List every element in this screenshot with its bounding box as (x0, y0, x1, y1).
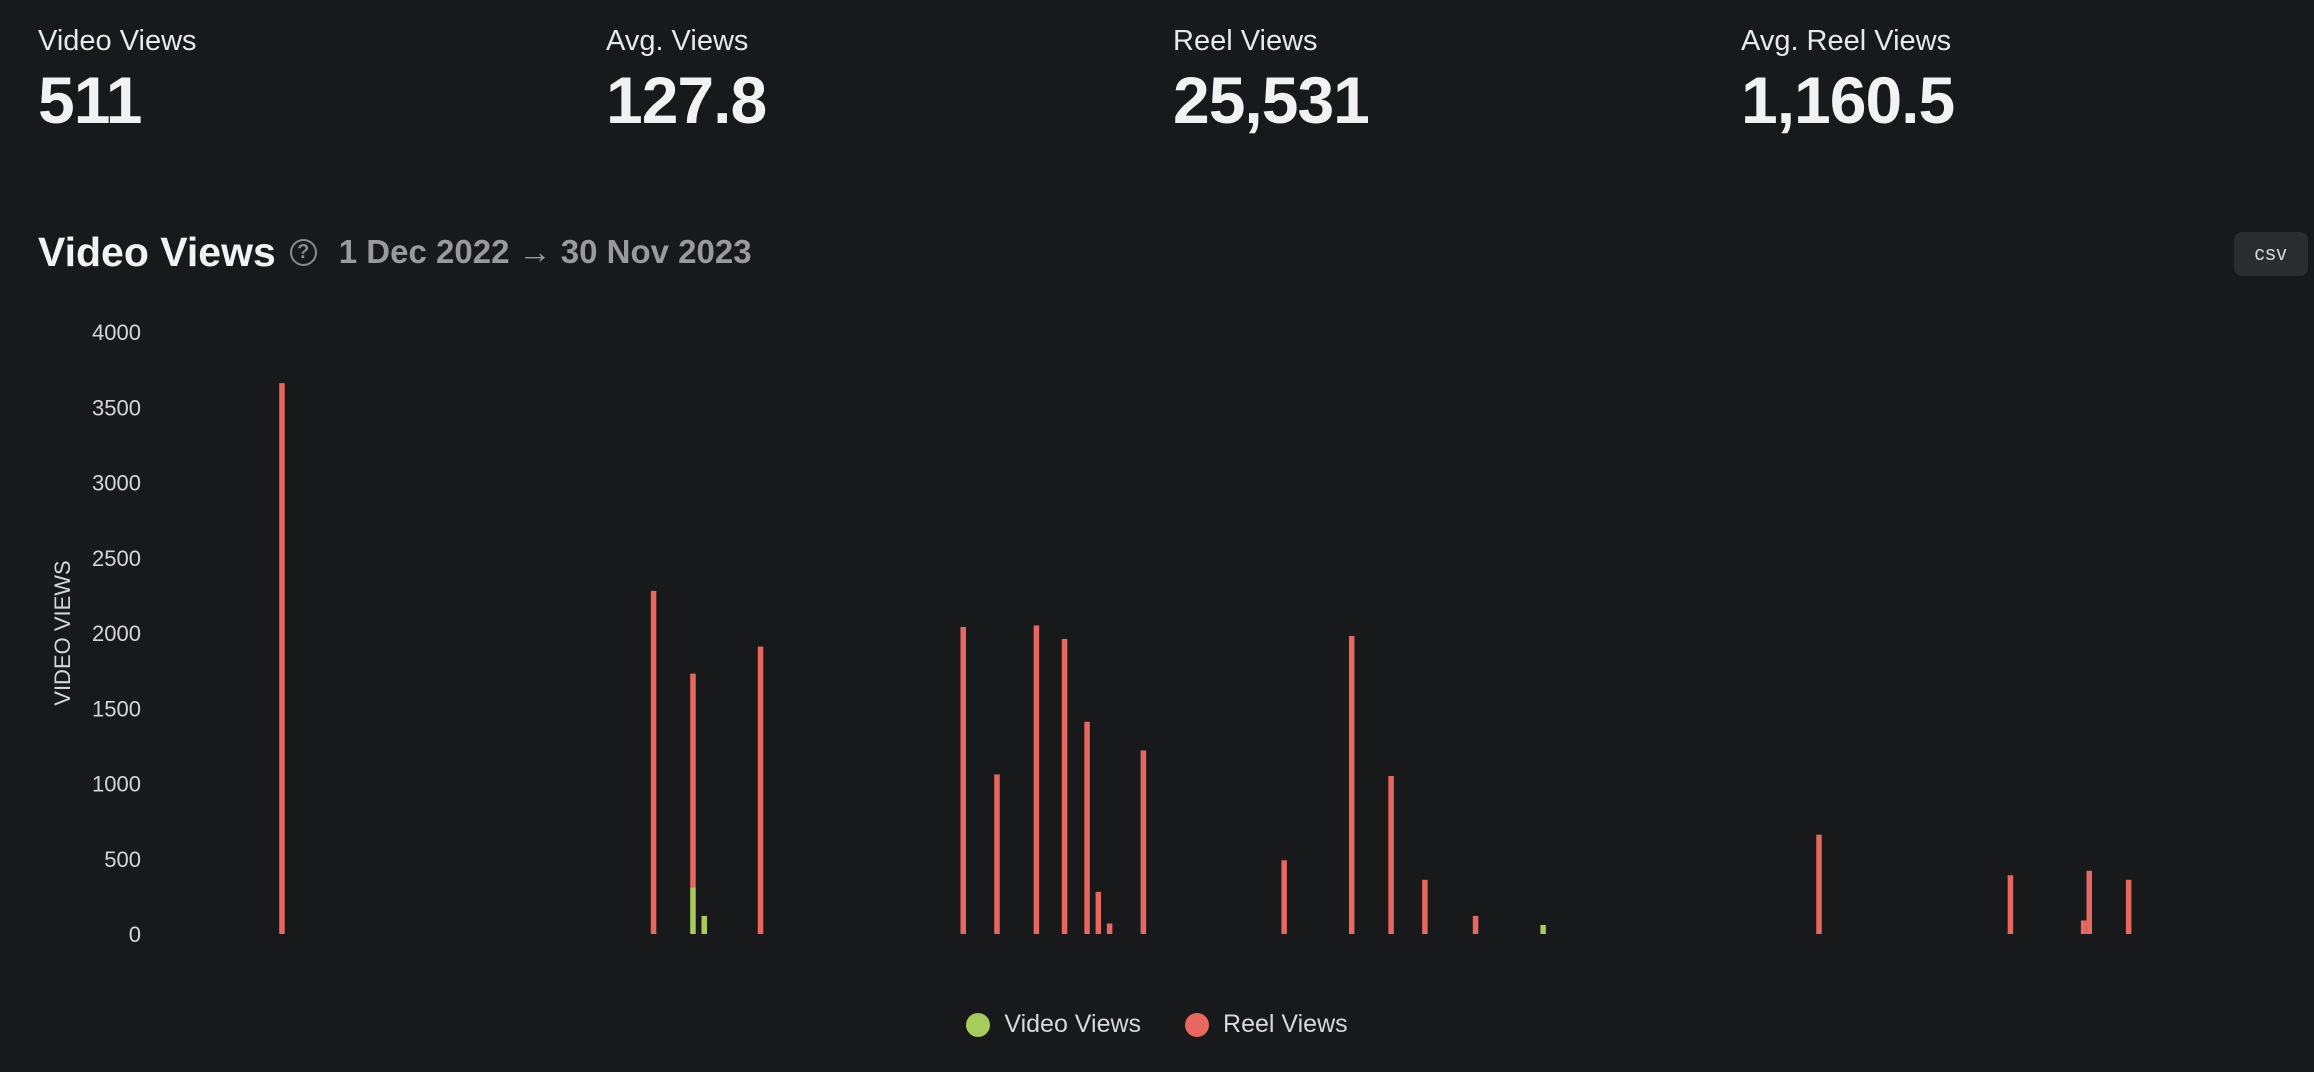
reel-views-bar (1140, 750, 1147, 934)
video-views-bar (690, 887, 696, 934)
reel-views-bar (1095, 891, 1102, 934)
chart-header: Video Views ? 1 Dec 2022 → 30 Nov 2023 (38, 224, 752, 280)
video-views-bar (1540, 924, 1546, 934)
reel-views-bar (757, 646, 764, 934)
reel-views-bar (1816, 834, 1822, 934)
legend-dot-reel (1185, 1012, 1210, 1037)
stat-video-views: Video Views 511 (38, 22, 197, 140)
stat-avg-views: Avg. Views 127.8 (606, 22, 767, 140)
video-views-chart: 0 500 1000 1500 2000 2500 3000 3500 4000 VIDEO VI… (50, 320, 2132, 947)
question-circle-icon[interactable]: ? (289, 238, 317, 266)
stat-value: 1,160.5 (1741, 63, 1955, 137)
reel-views-bar (1472, 915, 1479, 934)
legend-item-video-views[interactable]: Video Views (966, 1010, 1141, 1039)
chart-title: Video Views (38, 228, 276, 275)
reel-views-bar (1281, 860, 1287, 934)
reel-views-bar (1106, 923, 1113, 934)
chart-legend: Video Views Reel Views (0, 1010, 2314, 1039)
y-tick-label: 500 (104, 847, 141, 872)
reel-views-bar (690, 673, 696, 888)
reel-views-bar (2080, 920, 2087, 934)
y-axis-title: VIDEO VIEWS (50, 560, 75, 705)
reel-views-bar (1033, 625, 1040, 934)
stat-value: 127.8 (606, 63, 767, 137)
legend-dot-video (966, 1012, 991, 1037)
reel-views-bar (279, 383, 285, 934)
reel-views-bar (650, 590, 657, 934)
stat-label: Reel Views (1173, 25, 1318, 57)
reel-views-bar (2007, 875, 2014, 934)
legend-item-reel-views[interactable]: Reel Views (1185, 1010, 1348, 1039)
stat-reel-views: Reel Views 25,531 (1173, 22, 1370, 140)
stat-label: Avg. Views (606, 25, 749, 57)
y-tick-label: 0 (129, 922, 141, 947)
y-tick-label: 1500 (92, 696, 141, 721)
reel-views-bar (1422, 879, 1428, 934)
stat-label: Avg. Reel Views (1741, 25, 1952, 57)
reel-views-bar (1388, 775, 1394, 934)
stat-value: 25,531 (1173, 63, 1370, 137)
stat-value: 511 (38, 63, 142, 137)
legend-label: Video Views (1004, 1010, 1142, 1038)
reel-views-bar (1061, 639, 1068, 934)
reel-views-bar (1348, 636, 1355, 934)
reel-views-bar (2125, 879, 2132, 934)
y-tick-label: 3000 (92, 471, 141, 496)
y-tick-label: 1000 (92, 772, 141, 797)
video-views-bar (701, 915, 707, 934)
y-tick-label: 2500 (92, 546, 141, 571)
y-tick-label: 3500 (92, 395, 141, 420)
reel-views-bar (1084, 721, 1090, 934)
reel-views-bar (960, 626, 966, 934)
reel-views-bar (2086, 870, 2092, 934)
stat-avg-reel-views: Avg. Reel Views 1,160.5 (1741, 22, 1955, 140)
summary-stats: Video Views 511 Avg. Views 127.8 Reel Vi… (38, 22, 2238, 142)
y-tick-label: 2000 (92, 621, 141, 646)
reel-views-bar (994, 774, 1000, 934)
legend-label: Reel Views (1223, 1010, 1348, 1038)
csv-export-button[interactable]: csv (2234, 232, 2308, 276)
date-range[interactable]: 1 Dec 2022 → 30 Nov 2023 (338, 233, 752, 270)
stat-label: Video Views (38, 25, 197, 57)
y-tick-label: 4000 (92, 320, 141, 345)
